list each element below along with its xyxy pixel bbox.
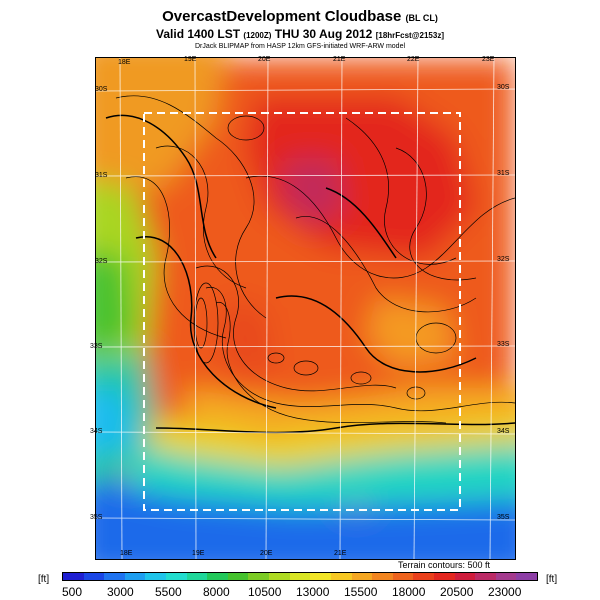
colorbar-swatch-9 — [248, 573, 270, 580]
valid-zulu: (1200Z) — [243, 31, 272, 40]
colorbar-label-5: 13000 — [296, 585, 330, 599]
valid-fcst: [18hrFcst@2153z] — [375, 31, 444, 40]
colorbar-unit-right: [ft] — [546, 574, 558, 585]
colorbar-label-9: 23000 — [488, 585, 522, 599]
terrain-contours-major — [105, 114, 516, 434]
cloudbase-map[interactable]: 18E 19E 20E 21E 22E 23E 18E 19E 20E 21E … — [76, 38, 536, 578]
lon-bottom-label-3: 21E — [334, 550, 347, 557]
map-title: OvercastDevelopment Cloudbase (BL CL) — [0, 8, 600, 25]
colorbar-swatch-19 — [454, 573, 476, 580]
colorbar-swatch-1 — [83, 573, 105, 580]
lon-bottom-label-0: 18E — [120, 550, 133, 557]
lon-bottom-label-2: 20E — [260, 550, 273, 557]
cloudbase-field — [76, 38, 536, 578]
lat-right-label-3: 33S — [497, 341, 510, 348]
terrain-contour-note: Terrain contours: 500 ft — [398, 560, 491, 570]
lat-left-label-3: 33S — [90, 343, 103, 350]
colorbar-swatch-20 — [475, 573, 496, 580]
terrain-contours — [115, 95, 516, 424]
lat-left-label-4: 34S — [90, 428, 103, 435]
colorbar-swatch-17 — [413, 573, 434, 580]
lon-top-label-2: 20E — [258, 56, 271, 63]
valid-time-line: Valid 1400 LST (1200Z) THU 30 Aug 2012 [… — [0, 27, 600, 41]
lat-left-label-2: 32S — [95, 258, 108, 265]
colorbar-swatch-6 — [186, 573, 208, 580]
colorbar-label-2: 5500 — [155, 585, 182, 599]
colorbar-label-4: 10500 — [248, 585, 282, 599]
colorbar-swatch-13 — [330, 573, 352, 580]
colorbar-label-1: 3000 — [107, 585, 134, 599]
valid-date: THU 30 Aug 2012 — [274, 27, 373, 41]
colorbar-swatch-3 — [124, 573, 146, 580]
colorbar-swatch-10 — [269, 573, 290, 580]
colorbar-swatch-14 — [351, 573, 373, 580]
colorbar-label-6: 15500 — [344, 585, 378, 599]
lon-top-label-5: 23E — [482, 56, 495, 63]
colorbar — [62, 572, 538, 581]
colorbar-label-8: 20500 — [440, 585, 474, 599]
lat-left-label-1: 31S — [95, 172, 108, 179]
colorbar-label-0: 500 — [62, 585, 83, 599]
colorbar-swatch-16 — [392, 573, 414, 580]
title-tag: (BL CL) — [405, 13, 438, 23]
lat-right-label-4: 34S — [497, 428, 510, 435]
model-credit: DrJack BLIPMAP from HASP 12km GFS-initia… — [194, 43, 406, 50]
colorbar-swatch-18 — [433, 573, 455, 580]
colorbar-label-7: 18000 — [392, 585, 426, 599]
colorbar-swatch-22 — [516, 573, 538, 580]
lat-left-label-5: 35S — [90, 514, 103, 521]
map-canvas — [76, 38, 536, 578]
colorbar-swatch-2 — [104, 573, 125, 580]
colorbar-swatch-8 — [227, 573, 249, 580]
inner-domain-box — [143, 112, 461, 511]
valid-main: Valid 1400 LST — [156, 27, 241, 41]
colorbar-swatch-0 — [63, 573, 84, 580]
lon-top-label-3: 21E — [333, 56, 346, 63]
lon-top-label-0: 18E — [118, 59, 131, 66]
lat-left-label-0: 30S — [95, 86, 108, 93]
lon-top-label-1: 19E — [184, 56, 197, 63]
lat-right-label-5: 35S — [497, 514, 510, 521]
colorbar-swatch-4 — [145, 573, 167, 580]
lat-right-label-1: 31S — [497, 170, 510, 177]
colorbar-swatch-7 — [207, 573, 228, 580]
colorbar-swatch-21 — [495, 573, 517, 580]
title-text: OvercastDevelopment Cloudbase — [162, 8, 402, 25]
lat-right-label-0: 30S — [497, 84, 510, 91]
lat-lon-graticule — [95, 57, 516, 560]
lon-top-label-4: 22E — [407, 56, 420, 63]
colorbar-swatch-12 — [310, 573, 331, 580]
colorbar-swatch-5 — [166, 573, 187, 580]
colorbar-swatch-15 — [372, 573, 393, 580]
lat-right-label-2: 32S — [497, 256, 510, 263]
lon-bottom-label-1: 19E — [192, 550, 205, 557]
colorbar-swatch-11 — [289, 573, 311, 580]
colorbar-unit-left: [ft] — [38, 574, 50, 585]
colorbar-label-3: 8000 — [203, 585, 230, 599]
